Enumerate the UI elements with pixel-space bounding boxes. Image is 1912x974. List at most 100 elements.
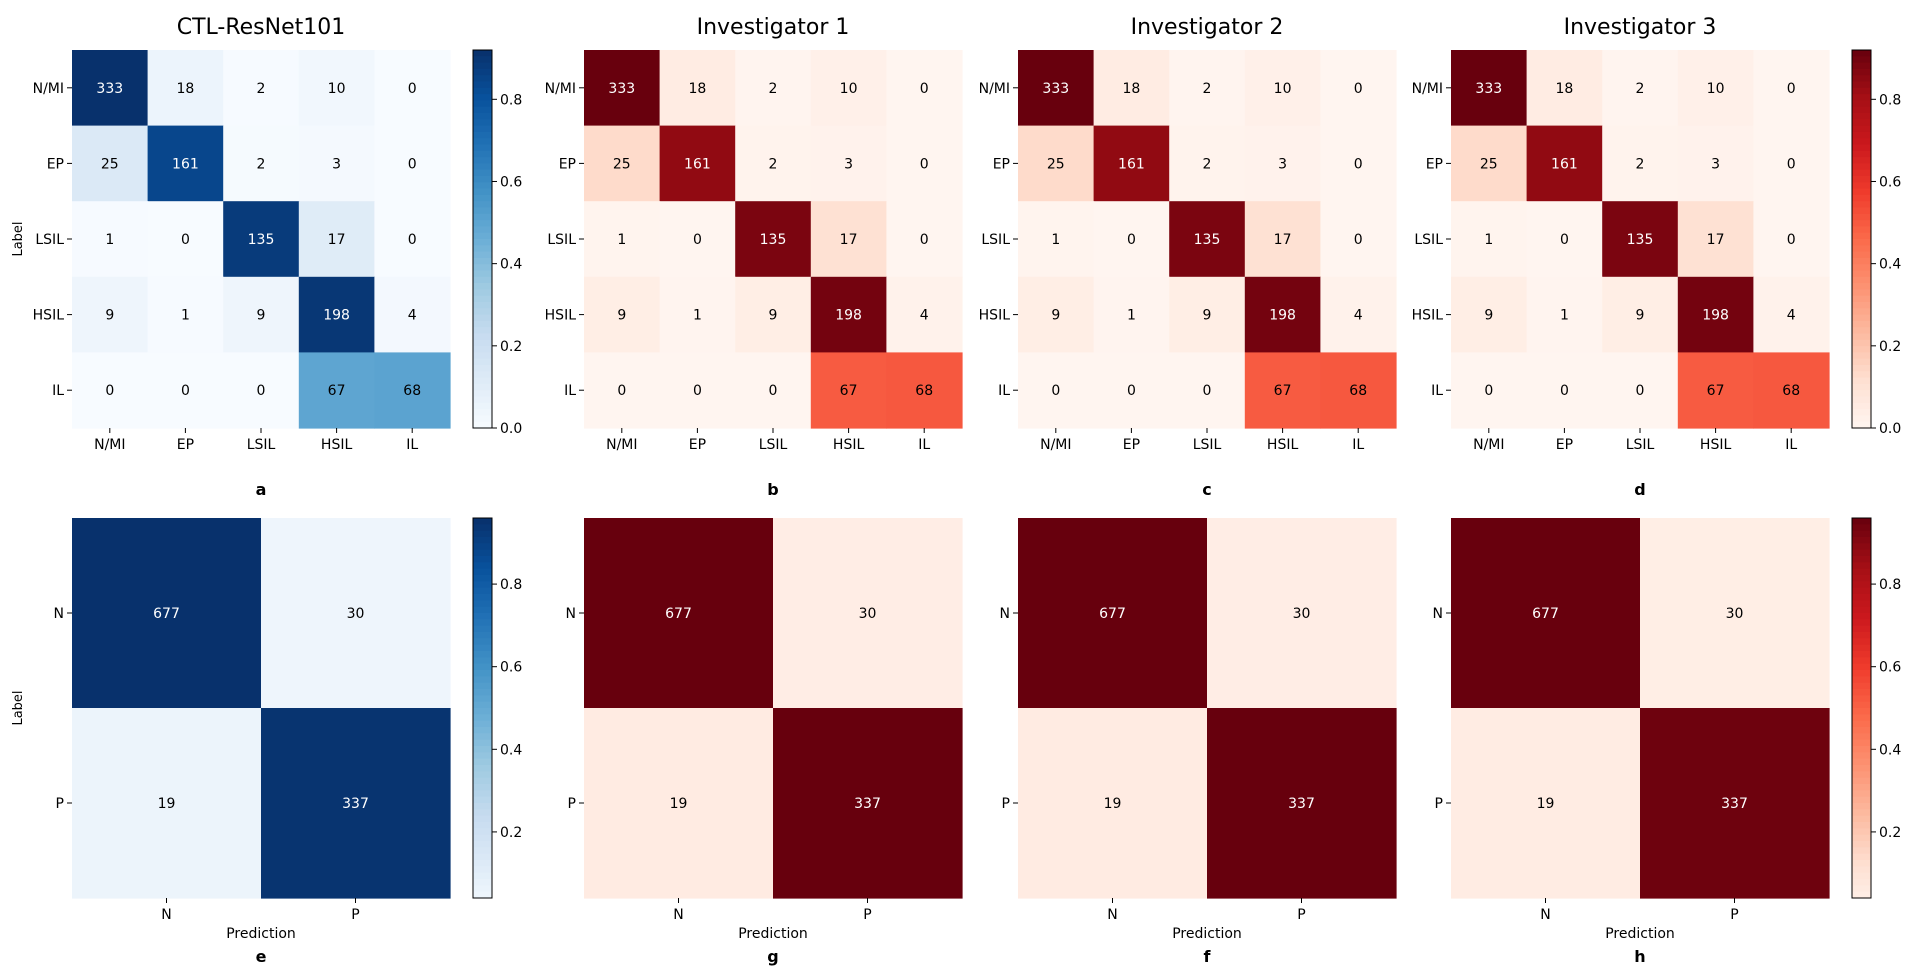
heatmap-cell [1602,352,1679,429]
colorbar-segment [473,537,492,544]
heatmap-cell [735,276,812,353]
colorbar-tick-label: 0.4 [1879,742,1901,758]
panel-letter: a [256,480,267,499]
colorbar-segment [473,270,492,278]
panel-letter: d [1634,480,1645,499]
colorbar-segment [1852,396,1871,404]
heatmap-cell [298,50,375,127]
colorbar-segment [1852,847,1871,855]
colorbar-segment [1852,784,1871,791]
heatmap-cell [659,50,736,127]
colorbar-segment [1852,613,1871,620]
colorbar-segment [1852,320,1871,328]
colorbar-segment [1852,746,1871,753]
colorbar-segment [1852,176,1871,183]
colorbar-segment [473,50,492,57]
colorbar-segment [473,201,492,209]
colorbar-segment [473,847,492,855]
heatmap-cell [1451,50,1528,127]
colorbar-segment [473,157,492,164]
colorbar-segment [1852,106,1871,114]
colorbar-segment [1852,62,1871,70]
cell-value-label: 9 [1636,308,1645,324]
colorbar-segment [473,402,492,410]
cell-value-label: 1 [1051,232,1060,248]
colorbar-segment [473,714,492,722]
heatmap-cell [374,125,451,202]
colorbar-segment [1852,771,1871,779]
colorbar-tick-label: 0.2 [500,339,522,355]
x-tick-label: LSIL [759,437,788,453]
colorbar-segment [473,333,492,341]
colorbar-segment [473,62,492,70]
heatmap-cell [1753,276,1830,353]
heatmap-cell [1244,276,1321,353]
colorbar-segment [1852,581,1871,589]
heatmap-cell [72,125,149,202]
colorbar-segment [473,194,492,202]
colorbar-segment [1852,720,1871,728]
x-tick-label: EP [689,437,706,453]
colorbar-segment [1852,371,1871,379]
colorbar-segment [1852,415,1871,423]
y-tick-label: P [1435,796,1443,812]
colorbar-segment [1852,606,1871,614]
heatmap-cell [223,352,300,429]
cell-value-label: 135 [760,232,787,248]
heatmap-cell [223,276,300,353]
heatmap-cell [1320,352,1397,429]
heatmap-cell [1602,276,1679,353]
y-tick-label: N [1433,606,1443,622]
colorbar-segment [1852,866,1871,874]
heatmap-cell [735,50,812,127]
colorbar-segment [1852,289,1871,297]
colorbar-segment [473,727,492,734]
colorbar-segment [1852,714,1871,722]
heatmap-cell [810,201,887,278]
x-tick-label: N [1540,907,1550,923]
cell-value-label: 2 [1636,156,1645,172]
colorbar-segment [1852,625,1871,633]
colorbar-segment [473,163,492,171]
colorbar-segment [1852,670,1871,677]
cell-value-label: 0 [920,81,929,97]
colorbar-segment [1852,828,1871,836]
colorbar-tick-label: 0.2 [500,825,522,841]
cell-value-label: 0 [1051,383,1060,399]
x-tick-label: N [161,907,171,923]
colorbar-segment [473,383,492,391]
colorbar-segment [1852,333,1871,341]
panel-letter: f [1204,947,1212,966]
cell-value-label: 68 [403,383,421,399]
y-tick-label: LSIL [981,232,1010,248]
heatmap-cell [1602,50,1679,127]
colorbar-segment [473,632,492,639]
cell-value-label: 0 [257,383,266,399]
heatmap-cell [374,276,451,353]
cell-value-label: 25 [101,156,119,172]
x-tick-label: N/MI [94,437,125,453]
colorbar-segment [473,421,492,429]
cell-value-label: 18 [1122,81,1140,97]
colorbar-segment [1852,94,1871,101]
heatmap-cell [773,518,963,709]
x-tick-label: HSIL [1267,437,1299,453]
colorbar-segment [473,689,492,696]
panel-letter: e [256,947,267,966]
cell-value-label: 67 [840,383,858,399]
heatmap-cell [72,201,149,278]
cell-value-label: 9 [257,308,266,324]
colorbar-segment [473,682,492,690]
heatmap-cell [886,125,963,202]
heatmap-cell [810,352,887,429]
colorbar-tick-label: 0.6 [500,660,522,676]
colorbar-segment [473,100,492,108]
heatmap-cell [886,50,963,127]
heatmap-cell [1526,276,1603,353]
colorbar-segment [1852,815,1871,823]
colorbar-segment [1852,100,1871,108]
colorbar-segment [473,150,492,158]
colorbar-segment [1852,87,1871,95]
colorbar-segment [1852,264,1871,272]
